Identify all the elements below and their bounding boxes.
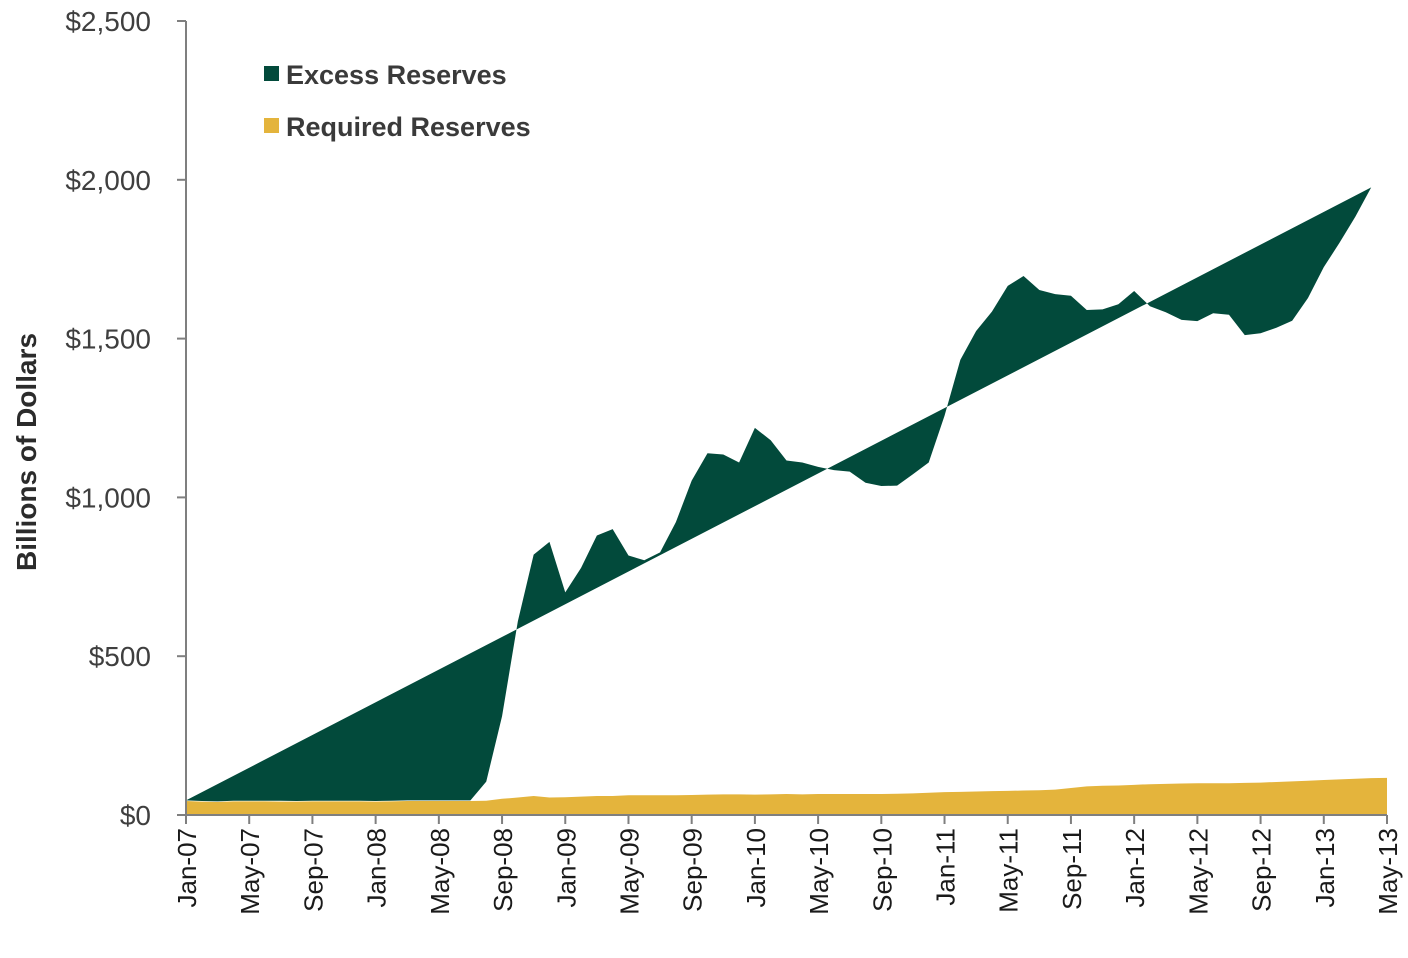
axes: [185, 21, 1387, 816]
x-tick-label: Sep-09: [678, 828, 708, 912]
y-tick-label: $1,000: [65, 482, 151, 513]
x-tick-label: Jan-08: [362, 828, 392, 908]
y-tick-label: $2,500: [65, 6, 151, 37]
x-axis-ticks: Jan-07 May-07 Sep-07 Jan-08 May-08 Sep-08 Jan-…: [172, 815, 1403, 915]
x-tick-label: May-13: [1373, 828, 1403, 915]
y-tick-label: $500: [89, 641, 151, 672]
x-tick-label: Jan-12: [1120, 828, 1150, 908]
y-tick-label: $1,500: [65, 324, 151, 355]
area-excess-reserves: [186, 187, 1372, 802]
x-tick-label: Sep-08: [488, 828, 518, 912]
y-axis-ticks: $0 $500 $1,000 $1,500 $2,000 $2,500: [65, 6, 186, 831]
area-required-reserves: [186, 777, 1387, 815]
legend-swatch-excess-reserves: [264, 66, 279, 81]
x-tick-label: Jan-13: [1310, 828, 1340, 908]
x-tick-label: Jan-10: [741, 828, 771, 908]
legend: Excess Reserves Required Reserves: [264, 60, 531, 142]
y-tick-label: $0: [120, 800, 151, 831]
x-tick-label: Sep-12: [1247, 828, 1277, 912]
x-tick-label: Jan-07: [172, 828, 202, 908]
x-tick-label: May-11: [994, 828, 1024, 913]
x-tick-label: Jan-09: [551, 828, 581, 908]
x-tick-label: Sep-10: [867, 828, 897, 912]
x-tick-label: May-10: [804, 828, 834, 915]
legend-swatch-required-reserves: [264, 118, 279, 133]
x-tick-label: May-07: [235, 828, 265, 915]
plot-areas: [186, 187, 1387, 815]
legend-label-required-reserves: Required Reserves: [286, 112, 531, 142]
legend-label-excess-reserves: Excess Reserves: [286, 60, 507, 90]
x-tick-label: Sep-07: [298, 828, 328, 912]
x-tick-label: Jan-11: [931, 828, 961, 906]
y-tick-label: $2,000: [65, 165, 151, 196]
x-tick-label: May-12: [1183, 828, 1213, 915]
y-axis-label: Billions of Dollars: [11, 333, 42, 571]
x-tick-label: May-08: [425, 828, 455, 915]
x-tick-label: May-09: [614, 828, 644, 915]
x-tick-label: Sep-11: [1057, 828, 1087, 910]
